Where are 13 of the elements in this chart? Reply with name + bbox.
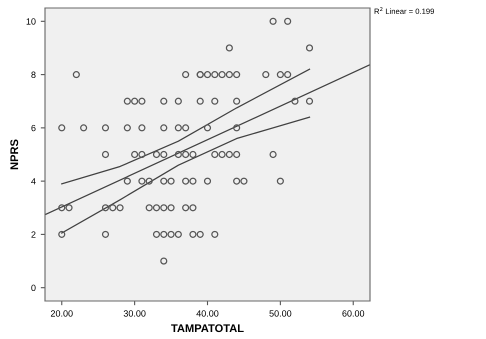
y-tick-label: 0	[31, 284, 36, 292]
y-tick-label: 2	[31, 231, 36, 238]
y-axis-title: NPRS	[10, 140, 18, 170]
x-tick-label: 20.00	[50, 310, 73, 317]
x-axis-title: TAMPATOTAL	[171, 324, 244, 332]
y-tick-label: 10	[26, 18, 36, 25]
x-tick-label: 40.00	[196, 310, 218, 317]
y-tick-label: 8	[31, 72, 36, 78]
y-tick-label: 6	[31, 124, 36, 132]
x-tick-label: 60.00	[342, 310, 364, 317]
x-tick-label: 30.00	[124, 310, 146, 317]
y-tick-label: 4	[31, 178, 36, 184]
x-tick-label: 50.00	[269, 310, 292, 317]
